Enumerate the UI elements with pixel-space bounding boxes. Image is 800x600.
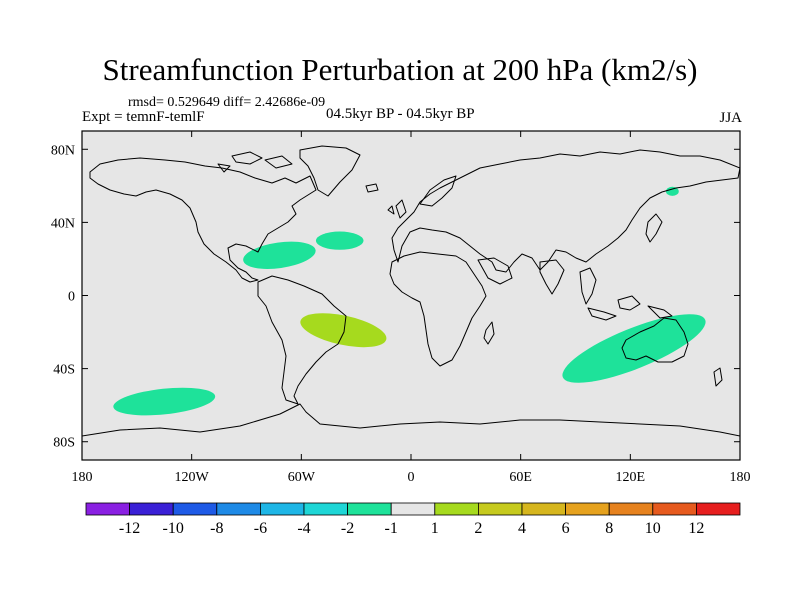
coastline-australia	[621, 317, 689, 363]
period-label: 04.5kyr BP - 04.5kyr BP	[326, 106, 475, 122]
lat-tick-label: 80N	[51, 143, 75, 158]
coastline-south-america	[257, 275, 347, 405]
lat-tick-label: 40S	[53, 363, 75, 378]
plot-title: Streamfunction Perturbation at 200 hPa (…	[102, 52, 698, 87]
colorbar-label: 4	[518, 520, 526, 537]
lat-tick-label: 0	[68, 290, 75, 305]
colorbar-label: 12	[688, 520, 704, 537]
colorbar-label: -1	[385, 520, 398, 537]
kamchatka-negative	[665, 186, 679, 196]
lon-tick-label: 180	[730, 470, 751, 485]
colorbar-label: -8	[210, 520, 223, 537]
north-atlantic-negative	[315, 231, 364, 250]
statistics-label: rmsd= 0.529649 diff= 2.42686e-09	[128, 95, 326, 110]
colorbar-label: 1	[431, 520, 439, 537]
colorbar-swatch	[434, 502, 479, 516]
coastline-madagascar	[483, 321, 495, 345]
coastline-arctic-islands	[217, 151, 293, 173]
gulf-of-mexico-negative	[243, 241, 316, 269]
lat-tick-label: 80S	[53, 436, 75, 451]
lon-tick-label: 60W	[288, 470, 316, 485]
colorbar-swatch	[521, 502, 566, 516]
colorbar-swatch	[172, 502, 218, 516]
lon-tick-label: 180	[72, 470, 93, 485]
coastline-southeast-asia	[579, 267, 673, 321]
colorbar-label: -10	[163, 520, 184, 537]
colorbar-label: -4	[297, 520, 310, 537]
lon-tick-label: 0	[408, 470, 415, 485]
coastline-british-isles	[365, 183, 407, 219]
colorbar-label: 8	[605, 520, 613, 537]
lon-tick-label: 120W	[175, 470, 210, 485]
coastline-antarctica	[82, 403, 740, 437]
colorbar-label: -2	[341, 520, 354, 537]
coastline-india	[539, 259, 565, 295]
colorbar-label: -6	[254, 520, 267, 537]
coastline-japan	[645, 213, 663, 243]
colorbar-label: 2	[474, 520, 482, 537]
colorbar-swatch	[652, 502, 697, 516]
coastline-scandinavia	[419, 175, 457, 207]
coastline-north-america	[89, 157, 317, 283]
colorbar-label: -12	[119, 520, 140, 537]
colorbar-swatch	[390, 502, 436, 516]
colorbar-swatch	[259, 502, 305, 516]
colorbar-swatch	[347, 502, 392, 516]
coastline-new-zealand	[713, 367, 723, 387]
anomaly-contours	[113, 186, 706, 416]
coastlines	[82, 145, 740, 437]
colorbar-label: 6	[562, 520, 570, 537]
season-label: JJA	[719, 110, 742, 126]
lon-tick-label: 120E	[616, 470, 646, 485]
coastline-africa	[389, 251, 487, 367]
lon-tick-label: 60E	[509, 470, 532, 485]
colorbar-swatch	[85, 502, 130, 516]
south-atlantic-positive	[300, 313, 387, 348]
colorbar-swatch	[216, 502, 261, 516]
colorbar: -12 -10 -8 -6 -4 -2 -1 1 2 4 6 8 10 12	[85, 502, 741, 537]
coastline-greenland	[299, 145, 361, 197]
indian-ocean-australia-negative	[562, 314, 706, 383]
colorbar-swatch	[696, 502, 741, 516]
south-pacific-negative	[113, 387, 216, 416]
axis-ticks: 180 120W 60W 0 60E 120E 180 80N 40N 0 40S 80S	[51, 131, 751, 485]
colorbar-swatch	[129, 502, 174, 516]
coastline-arabia	[477, 257, 513, 285]
colorbar-swatch	[565, 502, 610, 516]
colorbar-label: 10	[645, 520, 661, 537]
colorbar-swatch	[477, 502, 523, 516]
colorbar-swatch	[608, 502, 654, 516]
coastline-eurasia	[391, 149, 740, 273]
colorbar-swatch	[303, 502, 348, 516]
experiment-label: Expt = temnF-temlF	[82, 109, 205, 125]
lat-tick-label: 40N	[51, 216, 75, 231]
